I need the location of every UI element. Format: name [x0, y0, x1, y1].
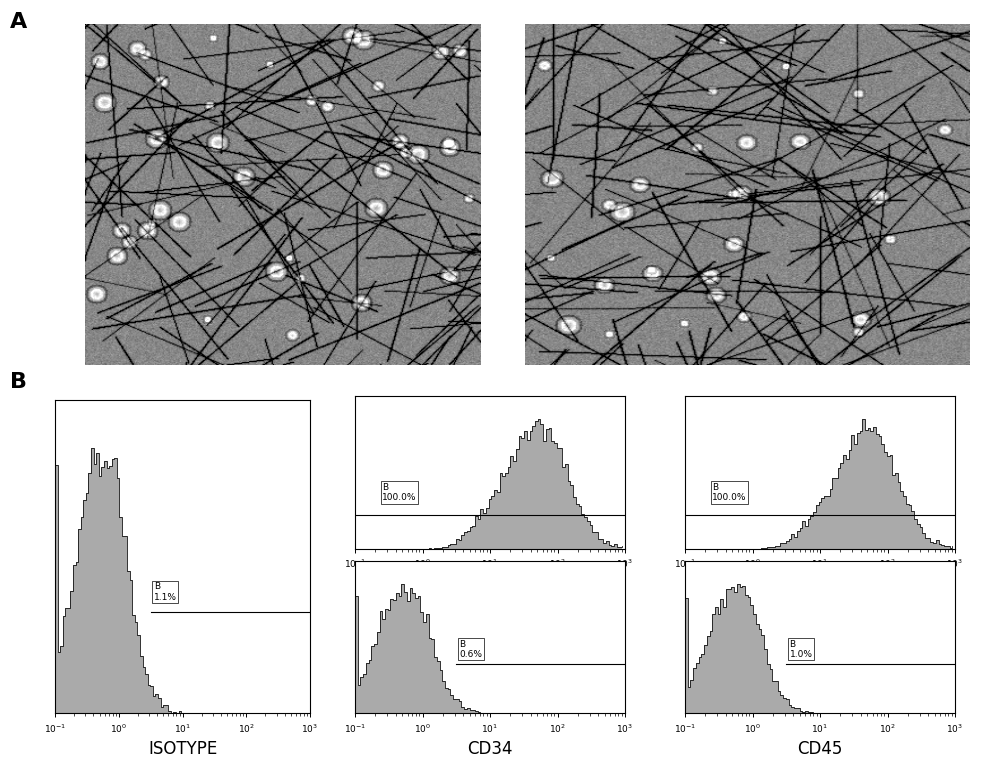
X-axis label: CD45: CD45: [797, 740, 843, 758]
Text: B
1.1%: B 1.1%: [154, 583, 177, 602]
Text: B
100.0%: B 100.0%: [712, 483, 746, 503]
Text: B
0.6%: B 0.6%: [460, 640, 483, 659]
X-axis label: CD90: CD90: [797, 575, 843, 593]
X-axis label: CD29: CD29: [467, 575, 513, 593]
Text: B: B: [10, 372, 27, 393]
Text: B
1.0%: B 1.0%: [790, 640, 813, 659]
Text: B
100.0%: B 100.0%: [382, 483, 416, 503]
Text: A: A: [10, 12, 27, 32]
X-axis label: CD34: CD34: [467, 740, 513, 758]
X-axis label: ISOTYPE: ISOTYPE: [148, 740, 217, 758]
